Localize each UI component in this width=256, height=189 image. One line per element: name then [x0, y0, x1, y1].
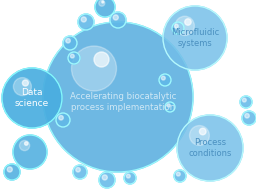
Circle shape	[13, 135, 47, 169]
Circle shape	[242, 98, 246, 102]
Text: Data
science: Data science	[15, 88, 49, 108]
Circle shape	[102, 175, 107, 180]
Text: Process
conditions: Process conditions	[188, 138, 232, 158]
Circle shape	[240, 96, 252, 108]
Circle shape	[165, 102, 175, 112]
Circle shape	[163, 6, 227, 70]
Circle shape	[56, 113, 70, 127]
Circle shape	[43, 22, 193, 172]
Circle shape	[176, 172, 180, 176]
Circle shape	[2, 68, 62, 128]
Circle shape	[242, 111, 256, 125]
Circle shape	[4, 164, 20, 180]
Circle shape	[245, 114, 249, 118]
Circle shape	[76, 167, 80, 172]
Circle shape	[95, 0, 115, 17]
Circle shape	[99, 172, 115, 188]
Text: Accelerating biocatalytic
process implementation: Accelerating biocatalytic process implem…	[70, 92, 176, 112]
Circle shape	[110, 12, 126, 28]
Circle shape	[167, 104, 170, 107]
Circle shape	[94, 52, 109, 67]
Circle shape	[68, 52, 80, 64]
Circle shape	[177, 115, 243, 181]
Circle shape	[126, 174, 130, 178]
Circle shape	[13, 78, 31, 96]
Circle shape	[175, 16, 194, 36]
Circle shape	[71, 46, 116, 91]
Circle shape	[23, 80, 28, 86]
Circle shape	[73, 165, 87, 179]
Circle shape	[159, 74, 171, 86]
Circle shape	[25, 142, 28, 145]
Circle shape	[172, 22, 184, 34]
Circle shape	[99, 0, 105, 6]
Circle shape	[124, 172, 136, 184]
Circle shape	[185, 19, 191, 25]
Circle shape	[66, 39, 70, 43]
Circle shape	[7, 167, 12, 172]
Circle shape	[78, 14, 94, 30]
Circle shape	[63, 36, 77, 50]
Circle shape	[174, 170, 186, 182]
Circle shape	[70, 54, 74, 58]
Circle shape	[113, 15, 118, 20]
Circle shape	[161, 76, 165, 80]
Circle shape	[59, 115, 63, 120]
Circle shape	[174, 24, 178, 28]
Circle shape	[199, 128, 206, 135]
Circle shape	[189, 125, 209, 145]
Circle shape	[19, 140, 30, 151]
Circle shape	[102, 1, 104, 3]
Circle shape	[81, 17, 86, 22]
Text: Microfluidic
systems: Microfluidic systems	[171, 28, 219, 48]
